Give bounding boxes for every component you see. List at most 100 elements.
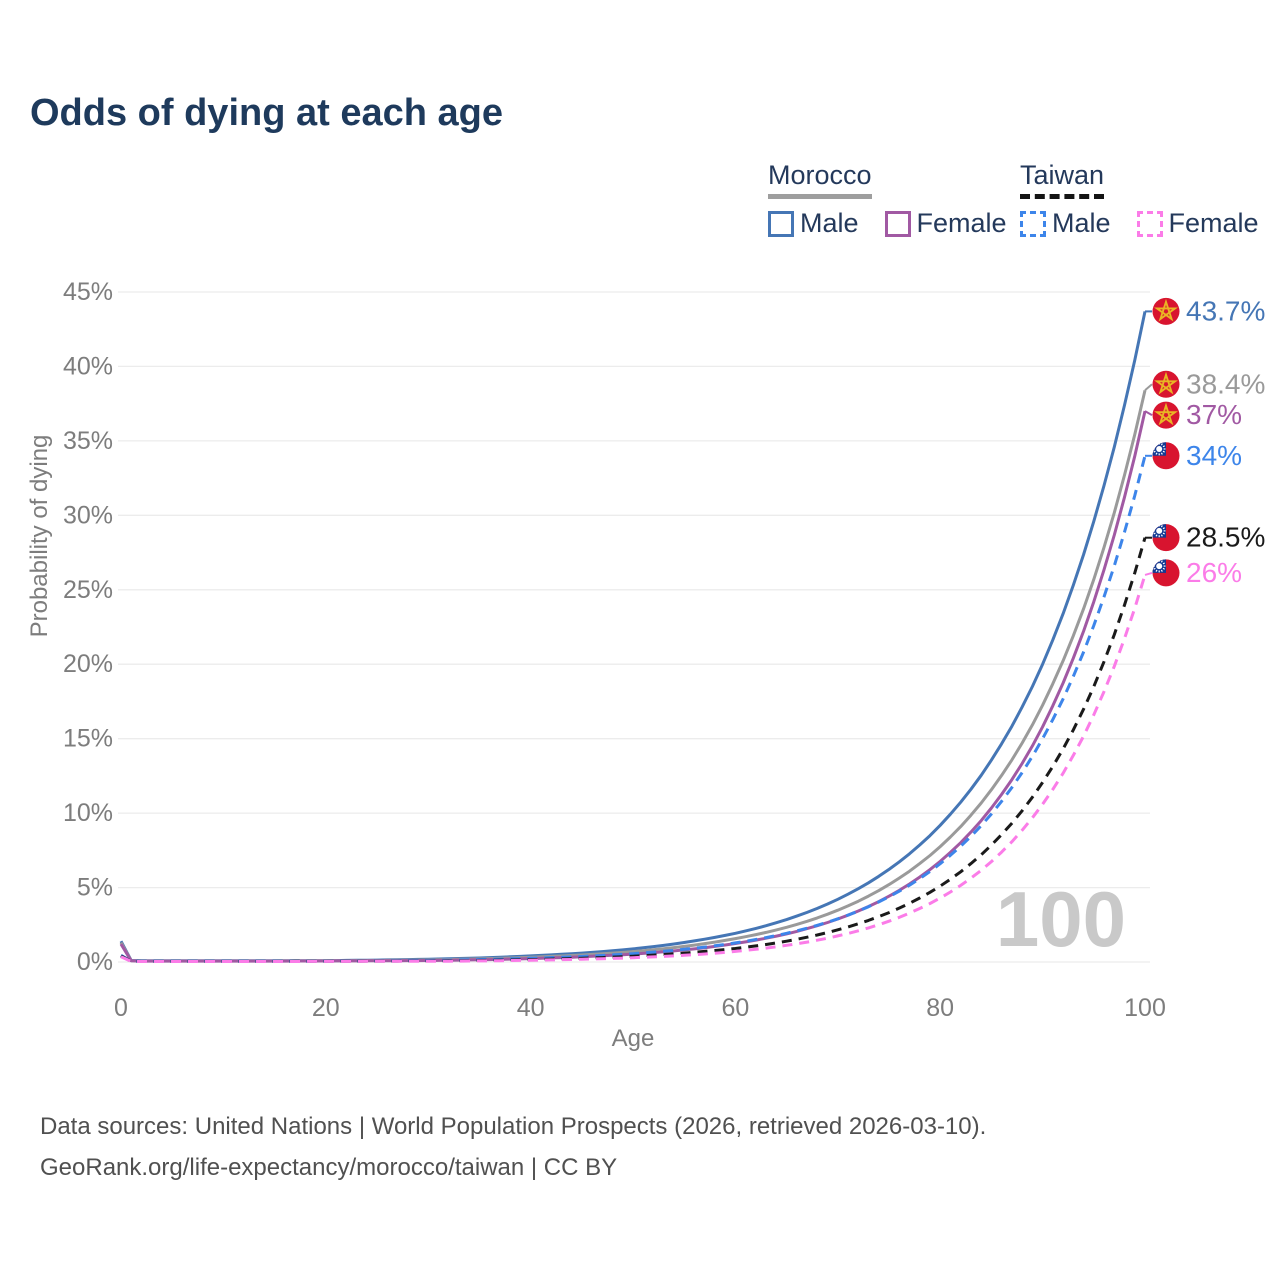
x-axis-title: Age bbox=[612, 1025, 655, 1052]
morocco-flag-icon bbox=[1152, 297, 1180, 325]
series-line-taiwan-female bbox=[120, 574, 1147, 963]
legend-item-taiwan-male[interactable]: Male bbox=[1020, 208, 1111, 239]
y-tick-label: 15% bbox=[63, 725, 113, 753]
end-connector-morocco-female bbox=[1144, 410, 1153, 416]
y-tick-label: 35% bbox=[63, 427, 113, 455]
sun-ray bbox=[1162, 527, 1165, 530]
y-tick-label: 25% bbox=[63, 576, 113, 604]
end-label-morocco-both: 38.4% bbox=[1186, 368, 1265, 399]
sun-ray bbox=[1160, 443, 1163, 446]
footer: Data sources: United Nations | World Pop… bbox=[40, 1106, 986, 1188]
sun-icon bbox=[1156, 527, 1163, 534]
page-title: Odds of dying at each age bbox=[30, 92, 503, 134]
age-watermark: 100 bbox=[996, 875, 1126, 963]
legend-label-morocco-female: Female bbox=[916, 208, 1007, 238]
legend-swatch-morocco-male bbox=[768, 210, 794, 237]
sun-ray bbox=[1160, 569, 1163, 572]
sun-ray bbox=[1162, 562, 1165, 565]
legend: Morocco Male Female Taiwan Male bbox=[0, 0, 1280, 250]
sun-ray bbox=[1153, 527, 1156, 530]
morocco-flag-field bbox=[1152, 297, 1180, 325]
y-tick-label: 40% bbox=[63, 352, 113, 380]
series-line-taiwan-male bbox=[120, 455, 1147, 963]
y-tick-label: 0% bbox=[77, 948, 113, 976]
x-tick-label: 20 bbox=[312, 994, 340, 1022]
legend-label-taiwan-male: Male bbox=[1052, 208, 1111, 238]
legend-group-taiwan: Taiwan Male Female bbox=[1020, 162, 1259, 239]
sun-ray bbox=[1162, 450, 1165, 453]
sun-ray bbox=[1162, 567, 1165, 570]
series-layer bbox=[119, 311, 1147, 963]
legend-items-taiwan: Male Female bbox=[1020, 208, 1259, 239]
x-tick-label: 60 bbox=[721, 994, 749, 1022]
y-tick-label: 45% bbox=[63, 278, 113, 306]
grid-layer: 0% 5% 10% 15% 20% 25% 30% 35% 40% 45% 0 20 40 60 80 100 bbox=[63, 278, 1166, 1022]
end-connector-morocco-both bbox=[1144, 383, 1153, 392]
end-label-taiwan-both: 28.5% bbox=[1186, 522, 1265, 553]
star-icon bbox=[1154, 402, 1178, 426]
morocco-flag-field bbox=[1152, 370, 1180, 398]
end-label-morocco-female: 37% bbox=[1186, 399, 1242, 430]
legend-item-morocco-female[interactable]: Female bbox=[884, 208, 1007, 239]
sun-ray bbox=[1162, 445, 1165, 448]
y-tick-label: 5% bbox=[77, 874, 113, 902]
x-tick-label: 100 bbox=[1124, 994, 1166, 1022]
sun-ray bbox=[1155, 525, 1158, 528]
sun-icon bbox=[1156, 445, 1163, 452]
sun-ray bbox=[1160, 534, 1163, 537]
y-tick-label: 30% bbox=[63, 501, 113, 529]
end-connector-taiwan-female bbox=[1144, 571, 1153, 576]
sun-ray bbox=[1153, 532, 1156, 535]
legend-label-morocco-male: Male bbox=[800, 208, 859, 238]
attribution-line: GeoRank.org/life-expectancy/morocco/taiw… bbox=[40, 1154, 618, 1181]
sun-ray bbox=[1160, 560, 1163, 563]
legend-country-morocco: Morocco bbox=[768, 162, 872, 199]
legend-label-taiwan-female: Female bbox=[1168, 208, 1259, 238]
legend-item-morocco-male[interactable]: Male bbox=[768, 208, 859, 239]
sun-ray bbox=[1155, 443, 1158, 446]
end-label-layer: 43.7% 38.4%37% 34% 28.5% 26% bbox=[1144, 295, 1265, 588]
taiwan-flag-icon bbox=[1152, 524, 1180, 552]
sun-ray bbox=[1155, 534, 1158, 537]
star-icon bbox=[1154, 371, 1178, 395]
legend-swatch-morocco-female bbox=[884, 210, 911, 237]
sun-ray bbox=[1153, 445, 1156, 448]
end-label-taiwan-male: 34% bbox=[1186, 440, 1242, 471]
sun-ray bbox=[1155, 569, 1158, 572]
x-tick-label: 40 bbox=[517, 994, 545, 1022]
morocco-flag-icon bbox=[1152, 370, 1180, 398]
series-line-morocco-both bbox=[119, 389, 1147, 963]
legend-item-taiwan-female[interactable]: Female bbox=[1136, 208, 1259, 239]
taiwan-flag-icon bbox=[1152, 559, 1180, 587]
legend-group-morocco: Morocco Male Female bbox=[768, 162, 1007, 239]
legend-country-taiwan: Taiwan bbox=[1020, 162, 1105, 199]
morocco-flag-field bbox=[1152, 401, 1180, 429]
legend-swatch-taiwan-male bbox=[1020, 210, 1046, 237]
sun-ray bbox=[1155, 452, 1158, 455]
y-axis-title: Probability of dying bbox=[26, 435, 53, 638]
sun-ray bbox=[1160, 525, 1163, 528]
taiwan-flag-icon bbox=[1152, 442, 1180, 470]
sun-icon bbox=[1156, 563, 1163, 570]
sun-ray bbox=[1153, 450, 1156, 453]
series-line-morocco-female bbox=[119, 410, 1147, 963]
legend-items-morocco: Male Female bbox=[768, 208, 1007, 239]
sun-ray bbox=[1160, 452, 1163, 455]
sun-ray bbox=[1153, 562, 1156, 565]
sun-ray bbox=[1153, 567, 1156, 570]
data-source-line: Data sources: United Nations | World Pop… bbox=[40, 1113, 987, 1140]
y-tick-label: 10% bbox=[63, 799, 113, 827]
morocco-flag-icon bbox=[1152, 401, 1180, 429]
y-tick-label: 20% bbox=[63, 650, 113, 678]
sun-ray bbox=[1155, 560, 1158, 563]
sun-ray bbox=[1162, 532, 1165, 535]
x-tick-label: 80 bbox=[926, 994, 954, 1022]
legend-swatch-taiwan-female bbox=[1136, 210, 1163, 237]
end-label-morocco-male: 43.7% bbox=[1186, 295, 1265, 326]
end-label-taiwan-female: 26% bbox=[1186, 557, 1242, 588]
x-tick-label: 0 bbox=[114, 994, 128, 1022]
star-icon bbox=[1154, 298, 1178, 322]
series-line-taiwan-both bbox=[120, 537, 1147, 963]
